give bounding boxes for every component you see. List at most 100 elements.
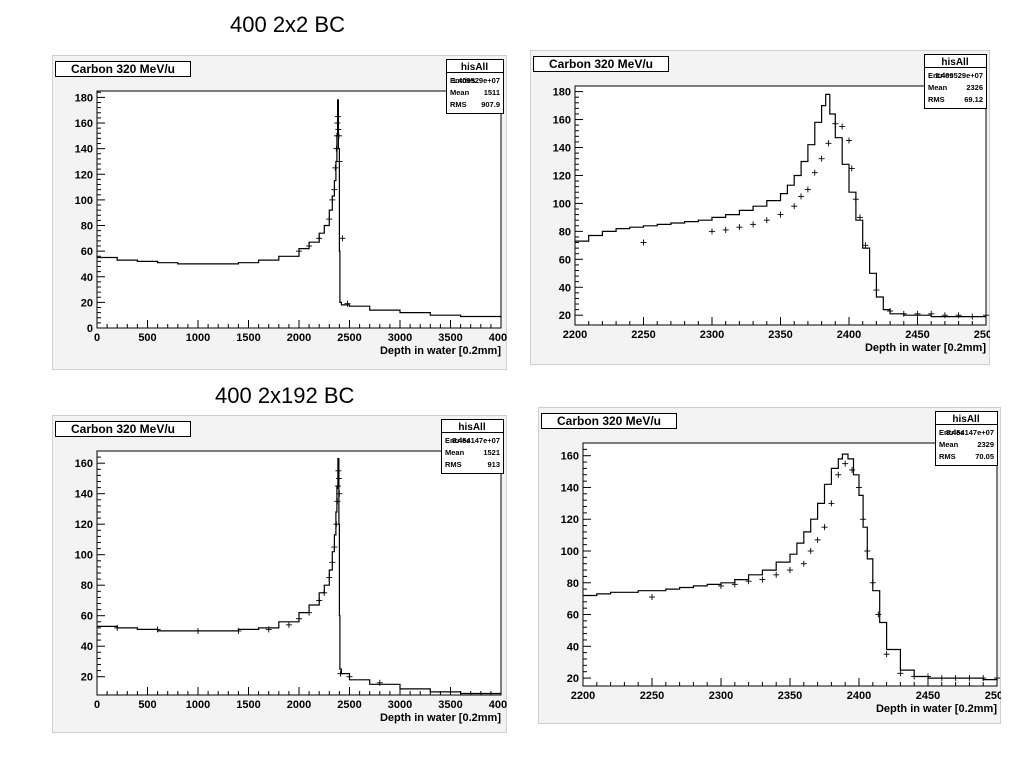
stats-entries-label: Entries: [450, 76, 475, 85]
x-tick-label: 0: [94, 699, 100, 711]
data-point-marker: [335, 132, 342, 139]
x-tick-label: 500: [138, 332, 156, 344]
stats-mean-value: 1511: [484, 88, 500, 97]
data-point-marker: [864, 548, 871, 554]
data-point-marker: [862, 242, 869, 249]
y-tick-label: 100: [553, 198, 571, 210]
data-point-marker: [344, 300, 351, 307]
data-point-marker: [334, 113, 341, 120]
data-point-marker: [640, 239, 647, 246]
data-point-marker: [804, 186, 811, 193]
data-point-marker: [336, 490, 343, 497]
x-tick-label: 2450: [916, 690, 940, 702]
data-point-marker: [925, 673, 931, 680]
data-point-marker: [333, 145, 340, 152]
data-point-marker: [759, 576, 766, 583]
data-point-marker: [335, 467, 342, 474]
data-point-marker: [346, 673, 353, 680]
x-tick-label: 2250: [631, 329, 655, 341]
data-point-marker: [897, 670, 904, 677]
stats-entries-label: Entries: [445, 436, 470, 445]
x-tick-label: 3500: [438, 699, 462, 711]
data-point-marker: [852, 196, 859, 203]
plot-area: [96, 90, 502, 329]
data-point-marker: [336, 158, 343, 165]
chart-title: Carbon 320 MeV/u: [71, 422, 175, 436]
y-tick-label: 120: [75, 519, 93, 531]
y-tick-label: 160: [561, 451, 579, 463]
y-tick-label: 60: [81, 246, 93, 258]
x-tick-label: 4000: [489, 332, 507, 344]
data-point-marker: [337, 670, 344, 677]
stats-name: hisAll: [461, 62, 488, 73]
data-point-marker: [832, 120, 839, 127]
data-point-marker: [154, 626, 161, 633]
stats-rms-value: 913: [487, 460, 500, 469]
data-point-marker: [331, 186, 338, 193]
x-axis-label: Depth in water [0.2mm]: [380, 345, 501, 357]
data-point-marker: [316, 235, 323, 242]
data-point-marker: [818, 155, 825, 162]
data-point-marker: [860, 516, 867, 523]
x-tick-label: 500: [138, 699, 156, 711]
data-point-marker: [873, 287, 880, 294]
data-point-marker: [296, 248, 302, 255]
chart-title-box: Carbon 320 MeV/u: [55, 61, 191, 77]
stats-mean-label: Mean: [445, 448, 465, 457]
x-tick-label: 2500: [974, 329, 990, 341]
stats-mean-label: Mean: [939, 440, 959, 449]
x-tick-label: 3500: [438, 332, 462, 344]
data-point-marker: [966, 675, 973, 682]
data-point-marker: [848, 165, 855, 172]
data-point-marker: [856, 484, 862, 491]
y-tick-label: 80: [81, 221, 93, 233]
x-tick-label: 1000: [186, 332, 210, 344]
stats-entries-value: 1.409529e+07: [935, 71, 983, 80]
data-point-marker: [296, 615, 302, 622]
data-point-marker: [839, 123, 846, 130]
y-tick-label: 20: [567, 673, 579, 685]
data-point-marker: [849, 467, 856, 473]
y-tick-label: 100: [561, 546, 579, 558]
y-tick-label: 140: [561, 482, 579, 494]
data-point-marker: [983, 312, 989, 319]
data-point-marker: [334, 483, 341, 490]
data-point-marker: [811, 169, 818, 176]
chart-svg: Carbon 320 MeV/u hisAll Entries8.454147e+0…: [538, 407, 1001, 724]
data-point-marker: [798, 193, 805, 200]
series-histogram-line: [97, 458, 501, 695]
data-point-marker: [339, 235, 346, 242]
y-tick-label: 140: [553, 142, 571, 154]
data-point-marker: [952, 675, 959, 682]
data-point-marker: [914, 310, 921, 317]
data-point-marker: [731, 581, 738, 588]
chart-title-box: Carbon 320 MeV/u: [55, 421, 191, 437]
y-tick-label: 160: [75, 118, 93, 130]
data-point-marker: [955, 312, 962, 319]
stats-entries-label: Entries: [939, 428, 964, 437]
stats-rms-value: 69.12: [964, 95, 983, 104]
data-point-marker: [335, 126, 342, 133]
chart-svg: Carbon 320 MeV/u hisAll Entries8.454147e+0…: [52, 415, 507, 733]
data-point-marker: [807, 548, 814, 554]
x-tick-label: 4000: [489, 699, 507, 711]
y-tick-label: 40: [559, 282, 571, 294]
data-point-marker: [331, 544, 338, 551]
x-tick-label: 2500: [337, 332, 361, 344]
x-tick-label: 2300: [700, 329, 724, 341]
data-point-marker: [265, 626, 272, 633]
series-histogram-line: [575, 93, 986, 318]
chart-panel-top-left: Carbon 320 MeV/u hisAll Entries 1.409529e+0…: [52, 55, 507, 370]
data-point-marker: [763, 217, 770, 224]
y-tick-label: 80: [559, 226, 571, 238]
x-axis-label: Depth in water [0.2mm]: [380, 712, 501, 724]
heading-bottom: 400 2x192 BC: [215, 383, 355, 408]
y-tick-label: 0: [87, 323, 93, 335]
data-point-marker: [900, 310, 907, 317]
data-point-marker: [791, 203, 798, 210]
chart-title: Carbon 320 MeV/u: [549, 57, 653, 71]
x-tick-label: 2350: [768, 329, 792, 341]
data-point-marker: [316, 597, 323, 604]
